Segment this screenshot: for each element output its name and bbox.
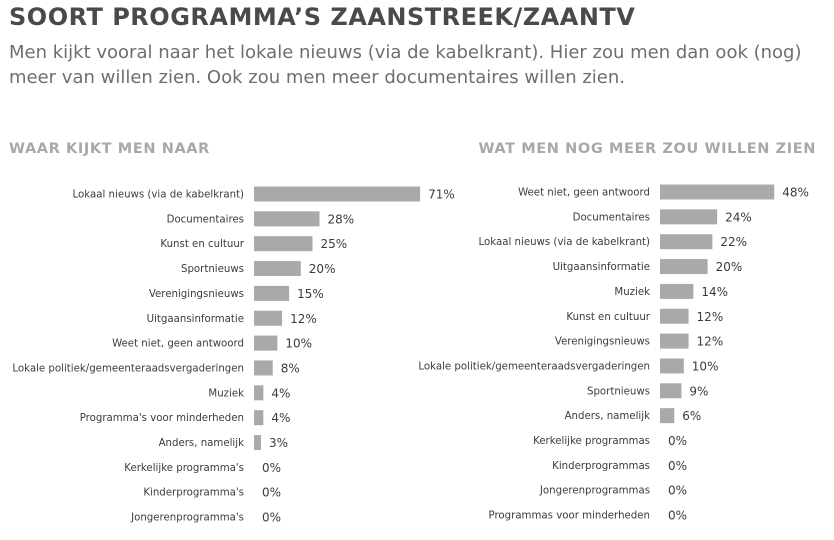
category-label: Lokale politiek/gemeenteraadsvergadering… [12, 363, 244, 374]
value-label: 22% [720, 235, 747, 249]
category-label: Uitgaansinformatie [147, 314, 244, 325]
value-label: 28% [328, 212, 355, 226]
bar [254, 236, 313, 252]
value-label: 10% [285, 337, 312, 351]
category-label: Uitgaansinformatie [553, 262, 650, 273]
category-label: Muziek [614, 287, 650, 298]
category-label: Anders, namelijk [159, 438, 245, 449]
category-label: Anders, namelijk [565, 411, 651, 422]
value-label: 12% [697, 335, 724, 349]
bar [254, 186, 421, 202]
value-label: 20% [309, 262, 336, 276]
bar [254, 360, 273, 376]
bar [254, 310, 283, 326]
right-chart-title: WAT MEN NOG MEER ZOU WILLEN ZIEN [478, 141, 816, 157]
bar [660, 333, 689, 349]
bar [660, 184, 775, 200]
category-label: Documentaires [167, 214, 244, 225]
category-label: Kunst en cultuur [566, 312, 650, 323]
value-label: 6% [682, 409, 701, 423]
bar [254, 285, 290, 301]
value-label: 0% [262, 486, 281, 500]
value-label: 25% [321, 237, 348, 251]
bar [660, 408, 675, 424]
value-label: 8% [281, 361, 300, 375]
category-label: Lokaal nieuws (via de kabelkrant) [73, 190, 244, 201]
value-label: 0% [668, 509, 687, 523]
category-label: Kerkelijke programma's [124, 463, 244, 474]
bar [254, 385, 264, 401]
bar [254, 435, 262, 450]
bar [660, 308, 689, 324]
category-label: Programma's voor minderheden [80, 413, 244, 424]
value-label: 9% [689, 384, 708, 398]
category-label: Verenigingsnieuws [555, 337, 650, 348]
category-label: Kerkelijke programmas [533, 436, 650, 447]
category-label: Documentaires [573, 212, 650, 223]
category-label: Verenigingsnieuws [149, 289, 244, 300]
value-label: 12% [697, 310, 724, 324]
category-label: Muziek [208, 388, 244, 399]
category-label: Jongerenprogrammas [539, 486, 650, 497]
bar [660, 383, 682, 399]
category-label: Kinderprogramma's [143, 488, 244, 499]
bar [254, 410, 264, 426]
bar [660, 283, 694, 299]
value-label: 24% [725, 210, 752, 224]
value-label: 10% [692, 359, 719, 373]
value-label: 0% [668, 484, 687, 498]
value-label: 0% [668, 434, 687, 448]
category-label: Kunst en cultuur [160, 239, 244, 250]
category-label: Jongerenprogramma's [130, 513, 244, 524]
bar [254, 211, 320, 227]
category-label: Lokale politiek/gemeenteraadsvergadering… [418, 361, 650, 372]
bar [660, 209, 718, 225]
bar [660, 259, 708, 275]
bar [254, 261, 301, 277]
category-label: Weet niet, geen antwoord [518, 188, 650, 199]
value-label: 48% [782, 186, 809, 200]
category-label: Sportnieuws [181, 264, 244, 275]
value-label: 14% [701, 285, 728, 299]
category-label: Weet niet, geen antwoord [112, 339, 244, 350]
value-label: 4% [271, 386, 290, 400]
value-label: 12% [290, 312, 317, 326]
page-title: SOORT PROGRAMMA’S ZAANSTREEK/ZAANTV [9, 3, 636, 31]
category-label: Lokaal nieuws (via de kabelkrant) [479, 237, 650, 248]
left-chart-title: WAAR KIJKT MEN NAAR [9, 141, 210, 157]
value-label: 0% [262, 461, 281, 475]
category-label: Programmas voor minderheden [489, 511, 651, 522]
value-label: 15% [297, 287, 324, 301]
value-label: 4% [271, 411, 290, 425]
page-subtitle: Men kijkt vooral naar het lokale nieuws … [9, 42, 802, 88]
bar [660, 234, 713, 250]
value-label: 0% [262, 511, 281, 525]
category-label: Kinderprogrammas [552, 461, 650, 472]
value-label: 3% [269, 436, 288, 450]
category-label: Sportnieuws [587, 386, 650, 397]
value-label: 20% [716, 260, 743, 274]
value-label: 0% [668, 459, 687, 473]
value-label: 71% [428, 188, 455, 202]
bar [660, 358, 684, 374]
bar [254, 335, 278, 351]
